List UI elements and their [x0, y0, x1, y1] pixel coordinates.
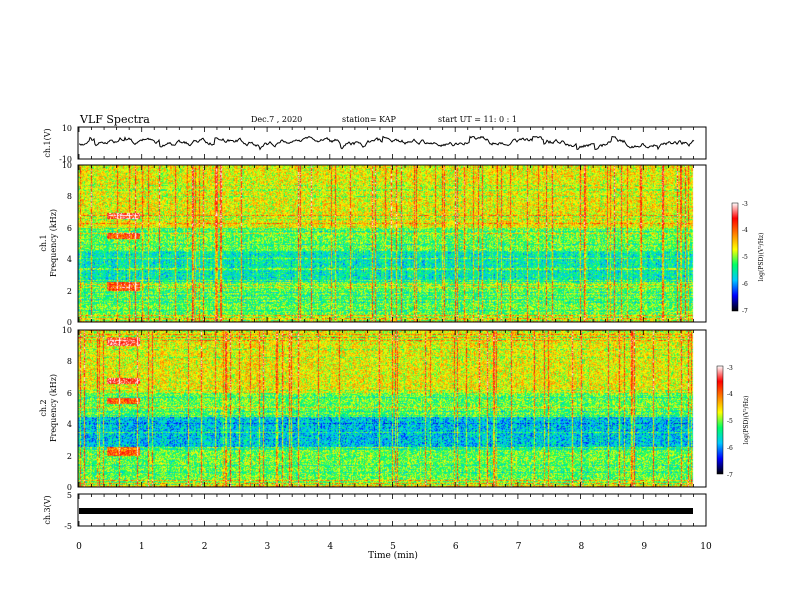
ch2-cbar-tick-minus5: -5 [727, 418, 733, 425]
ch1-spectrogram-panel: 0 2 4 6 8 10 ch.1 Frequency (kHz) -3 -4 … [39, 161, 765, 327]
figure-title: VLF Spectra [79, 113, 150, 126]
ch1-cbar-tick-minus6: -6 [742, 281, 748, 288]
ch1-ytick-top: 10 [62, 124, 72, 133]
ch2-ytick-0: 0 [67, 483, 72, 492]
xtick-7: 7 [516, 542, 522, 552]
ch1-frequency-ticks: 0 2 4 6 8 10 [62, 161, 72, 327]
ch2-colorbar-label: log(PSD)(V²/Hz) [743, 396, 750, 445]
ch1-spectrogram-heatmap [78, 165, 706, 322]
ch1-cbar-tick-minus7: -7 [742, 308, 748, 315]
ch1-ylabel: ch.1(V) [43, 128, 52, 157]
ch2-spectrogram-panel: 0 2 4 6 8 10 ch.2 Frequency (kHz) -3 -4 … [39, 326, 750, 492]
ch2-ytick-6: 6 [67, 389, 72, 398]
ch2-spectrogram-image-holder [78, 330, 706, 487]
ch1-ytick-2: 2 [67, 287, 72, 296]
ch2-spectrogram-heatmap [78, 330, 706, 487]
ch2-ytick-4: 4 [67, 420, 72, 429]
ch1-ylabel-channel: ch.1 [39, 234, 48, 251]
start-time-label: start UT = 11: 0 : 1 [438, 115, 517, 124]
ch2-frequency-ticks: 0 2 4 6 8 10 [62, 326, 72, 492]
ch3-ylabel: ch.3(V) [43, 495, 52, 524]
x-axis-label: Time (min) [368, 550, 418, 561]
ch2-colorbar [716, 365, 724, 475]
ch2-ylabel-frequency: Frequency (kHz) [49, 374, 58, 442]
ch2-spectrogram-frame [77, 329, 707, 488]
ch1-cbar-tick-minus3: -3 [742, 201, 748, 208]
ch1-colorbar-label: log(PSD)(V²/Hz) [758, 233, 765, 282]
ch1-ytick-bottom: -10 [59, 155, 72, 164]
ch3-ytick-top: 5 [67, 491, 72, 500]
ch1-ytick-10: 10 [62, 161, 72, 170]
xtick-0: 0 [76, 542, 82, 552]
ch2-cbar-tick-minus4: -4 [727, 391, 733, 398]
ch1-cbar-tick-minus4: -4 [742, 227, 748, 234]
ch1-colorbar [731, 202, 739, 312]
ch1-waveform-frame [77, 126, 707, 160]
x-axis: 0 1 2 3 4 5 6 7 8 9 10 Time (min) [76, 542, 712, 561]
ch2-cbar-tick-minus7: -7 [727, 472, 733, 479]
ch2-ytick-10: 10 [62, 326, 72, 335]
ch1-ytick-6: 6 [67, 224, 72, 233]
xtick-10: 10 [700, 542, 712, 552]
ch1-ytick-0: 0 [67, 318, 72, 327]
ch2-ylabel-channel: ch.2 [39, 399, 48, 416]
ch1-ytick-8: 8 [67, 192, 72, 201]
ch1-ylabel-frequency: Frequency (kHz) [49, 209, 58, 277]
xtick-9: 9 [641, 542, 647, 552]
ch2-ytick-8: 8 [67, 357, 72, 366]
ch1-spectrogram-frame [77, 164, 707, 323]
xtick-4: 4 [327, 542, 333, 552]
ch3-waveform-panel: 5 -5 ch.3(V) [43, 491, 707, 531]
xtick-2: 2 [202, 542, 208, 552]
xtick-3: 3 [265, 542, 271, 552]
ch2-cbar-tick-minus6: -6 [727, 445, 733, 452]
xtick-8: 8 [579, 542, 585, 552]
ch1-cbar-tick-minus5: -5 [742, 254, 748, 261]
time-tick-marks [78, 127, 707, 526]
ch3-ytick-bottom: -5 [64, 522, 72, 531]
ch1-waveform-line [78, 135, 695, 151]
ch3-waveform-trace [79, 508, 693, 514]
ch2-cbar-tick-minus3: -3 [727, 365, 733, 372]
xtick-1: 1 [139, 542, 145, 552]
date-label: Dec.7 , 2020 [251, 115, 302, 124]
xtick-6: 6 [453, 542, 459, 552]
station-label: station= KAP [342, 115, 397, 124]
xtick-5: 5 [390, 542, 396, 552]
ch1-spectrogram-image-holder [78, 165, 706, 322]
ch2-ytick-2: 2 [67, 452, 72, 461]
ch1-waveform-panel: 10 -10 ch.1(V) [43, 124, 707, 164]
ch1-ytick-4: 4 [67, 255, 72, 264]
